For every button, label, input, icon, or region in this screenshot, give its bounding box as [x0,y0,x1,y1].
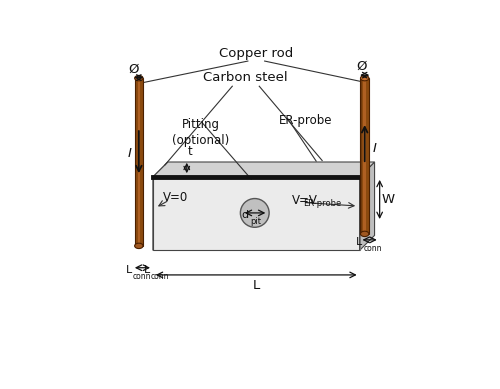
Text: Carbon steel: Carbon steel [204,71,288,84]
Text: conn: conn [133,272,152,281]
Circle shape [240,198,269,227]
Text: t: t [188,144,192,158]
FancyBboxPatch shape [360,78,362,234]
Text: ER-probe: ER-probe [302,199,341,208]
Text: pit: pit [250,217,262,226]
Ellipse shape [360,231,369,237]
FancyBboxPatch shape [364,78,366,234]
Text: ER-probe: ER-probe [278,114,332,127]
Text: d: d [242,210,249,220]
Text: Pitting
(optional): Pitting (optional) [172,118,230,147]
Text: conn: conn [151,272,170,281]
FancyBboxPatch shape [134,78,136,246]
Text: L: L [252,279,260,292]
Ellipse shape [134,75,143,81]
Text: L: L [144,265,150,275]
Polygon shape [153,177,360,251]
Text: Copper rod: Copper rod [219,47,294,60]
Text: V=0: V=0 [162,191,188,205]
Text: V=V: V=V [292,194,318,207]
Ellipse shape [360,75,369,81]
FancyBboxPatch shape [138,78,140,246]
FancyBboxPatch shape [134,78,143,246]
Ellipse shape [134,243,143,249]
Text: conn: conn [364,244,382,253]
Polygon shape [153,162,374,177]
Text: Ø: Ø [356,60,367,73]
Text: W: W [382,193,394,206]
Text: L: L [126,265,132,275]
Text: L: L [356,237,362,247]
Polygon shape [360,162,374,251]
Text: I: I [128,147,131,159]
FancyBboxPatch shape [360,78,369,234]
Polygon shape [153,162,168,251]
Text: I: I [372,142,376,155]
Text: Ø: Ø [129,63,140,76]
